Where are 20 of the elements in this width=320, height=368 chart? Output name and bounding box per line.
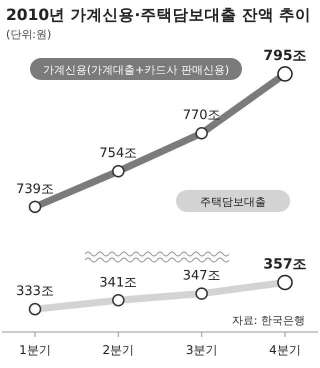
data-label: 333조 [16, 284, 54, 300]
x-tick-label: 2분기 [102, 343, 134, 357]
data-label: 795조 [263, 48, 307, 64]
chart-subtitle: (단위:원) [6, 28, 52, 41]
text: 자료: 한국은행 [232, 314, 305, 327]
data-label: 739조 [16, 182, 54, 197]
data-label: 754조 [99, 146, 138, 162]
chart-title: 2010년 가계신용·주택담보대출 잔액 추이 [6, 6, 312, 24]
x-tick-label: 1분기 [19, 343, 51, 357]
x-tick-label: 3분기 [186, 343, 218, 357]
point [112, 294, 125, 307]
text: 가계신용(가계대출+카드사 판매신용) [42, 64, 230, 76]
x-tick-label: 4분기 [269, 343, 301, 357]
point [28, 302, 42, 316]
text: 주택담보대출 [200, 196, 266, 208]
data-label: 357조 [263, 256, 307, 272]
data-label: 347조 [182, 268, 221, 284]
data-label: 341조 [99, 275, 138, 290]
data-label: 770조 [182, 108, 221, 124]
point [195, 287, 208, 300]
